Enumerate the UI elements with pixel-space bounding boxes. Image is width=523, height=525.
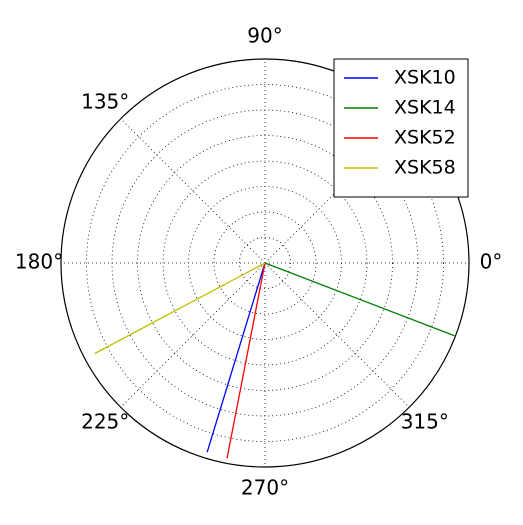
series-line-xsk10: [206, 262, 266, 453]
theta-tick-label: 270°: [241, 476, 289, 500]
theta-tick-label: 225°: [81, 409, 129, 433]
legend-item-xsk14: XSK14: [344, 97, 456, 119]
series-lines: [94, 262, 455, 459]
legend-label: XSK10: [394, 67, 456, 89]
theta-tick-label: 135°: [81, 90, 129, 114]
r-gridline: [162, 160, 368, 366]
legend-item-xsk52: XSK52: [344, 127, 456, 149]
legend-label: XSK52: [394, 127, 456, 149]
legend-item-xsk58: XSK58: [344, 157, 456, 179]
theta-tick-label: 0°: [480, 250, 503, 274]
series-line-xsk14: [264, 262, 455, 337]
polar-grid: [61, 59, 469, 467]
theta-tick-label: 315°: [401, 409, 449, 433]
legend-label: XSK14: [394, 97, 456, 119]
r-gridline: [213, 211, 317, 315]
polar-frame: [60, 58, 470, 468]
theta-gridline: [120, 118, 266, 264]
legend-label: XSK58: [394, 157, 456, 179]
series-line-xsk58: [94, 262, 266, 355]
theta-gridline: [264, 262, 410, 408]
series-line-xsk52: [226, 262, 266, 459]
theta-tick-label: 90°: [247, 24, 282, 48]
r-gridline: [86, 84, 444, 442]
r-gridline: [239, 237, 291, 289]
theta-tick-label: 180°: [15, 250, 63, 274]
legend-box: [333, 58, 469, 198]
angle-tick-labels: 0° 90° 135° 180° 225° 270° 315°: [15, 24, 502, 500]
r-gridline: [137, 135, 393, 391]
legend-item-xsk10: XSK10: [344, 67, 456, 89]
legend: XSK10 XSK14 XSK52 XSK58: [333, 58, 469, 198]
